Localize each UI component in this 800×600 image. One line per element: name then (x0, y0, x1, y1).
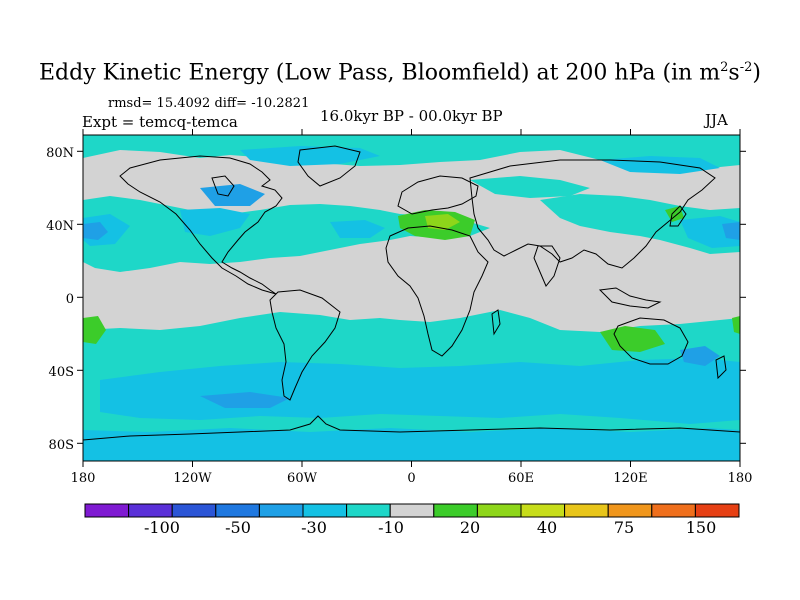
coast-australia (613, 317, 689, 365)
y-tick-label-80s: 80S (49, 438, 74, 453)
map-area (83, 135, 740, 461)
y-tick-label-80n: 80N (46, 146, 74, 161)
colorbar-label: 150 (686, 518, 717, 537)
x-tick-label-0: 0 (407, 471, 415, 486)
x-tick-label-60w: 60W (287, 471, 318, 486)
colorbar-swatch (651, 503, 696, 518)
colorbar-label: 75 (614, 518, 634, 537)
x-tick-label-180w: 180 (71, 471, 96, 486)
colorbar-swatch (476, 503, 522, 518)
coast-hudson (211, 175, 235, 197)
x-tick-label-60e: 60E (508, 471, 534, 486)
colorbar-swatch (128, 503, 173, 518)
coast-madagascar (491, 309, 501, 336)
y-tick-label-0: 0 (66, 292, 74, 307)
colorbar-swatch (346, 503, 391, 518)
contour-green (83, 206, 740, 352)
colorbar-swatch (433, 503, 478, 518)
x-tick-label-120w: 120W (173, 471, 212, 486)
title-mid: s (728, 60, 740, 86)
coast-antarctica (83, 415, 740, 441)
colorbar-swatch (84, 503, 130, 518)
coast-africa (385, 225, 489, 357)
experiment-label: Expt = temcq-temca (82, 113, 238, 131)
y-axis: 80N 40N 0 40S 80S (46, 146, 74, 453)
colorbar-label: -100 (144, 518, 180, 537)
stats-label: rmsd= 15.4092 diff= -10.2821 (108, 96, 310, 111)
colorbar-label: -30 (301, 518, 327, 537)
coast-asia (469, 159, 716, 269)
chart-title: Eddy Kinetic Energy (Low Pass, Bloomfiel… (0, 60, 800, 85)
colorbar (84, 503, 740, 518)
title-sup-2: -2 (739, 60, 753, 75)
y-tick-label-40s: 40S (49, 365, 74, 380)
colorbar-swatch (258, 503, 304, 518)
coast-greenland (297, 145, 361, 187)
colorbar-swatch (302, 503, 348, 518)
colorbar-swatch (389, 503, 435, 518)
coast-japan (669, 205, 687, 227)
colorbar-label: 20 (460, 518, 480, 537)
coastlines (83, 145, 740, 441)
x-axis: 180 120W 60W 0 60E 120E 180 (71, 471, 753, 486)
axis-ticks (77, 129, 746, 467)
title-text: Eddy Kinetic Energy (Low Pass, Bloomfiel… (39, 60, 721, 86)
coast-new-zealand (715, 355, 727, 380)
colorbar-swatch (694, 503, 740, 518)
colorbar-labels: -100 -50 -30 -10 20 40 75 150 (144, 518, 716, 537)
coast-india (533, 245, 561, 287)
colorbar-swatch (520, 503, 566, 518)
x-tick-label-120e: 120E (613, 471, 647, 486)
coast-north-america (119, 155, 283, 295)
colorbar-label: 40 (537, 518, 557, 537)
period-label: 16.0kyr BP - 00.0kyr BP (320, 107, 503, 125)
contour-lightgreen (425, 214, 460, 230)
title-sup-1: 2 (720, 60, 729, 75)
colorbar-label: -10 (378, 518, 404, 537)
coast-south-america (269, 289, 341, 401)
x-tick-label-180e: 180 (728, 471, 753, 486)
title-end: ) (752, 60, 761, 86)
colorbar-swatch (215, 503, 260, 518)
colorbar-swatch (171, 503, 217, 518)
coast-europe (397, 175, 479, 215)
season-label: JJA (705, 111, 728, 129)
colorbar-swatch (607, 503, 653, 518)
coast-indonesia (598, 287, 662, 309)
y-tick-label-40n: 40N (46, 219, 74, 234)
colorbar-label: -50 (225, 518, 251, 537)
colorbar-swatch (564, 503, 609, 518)
